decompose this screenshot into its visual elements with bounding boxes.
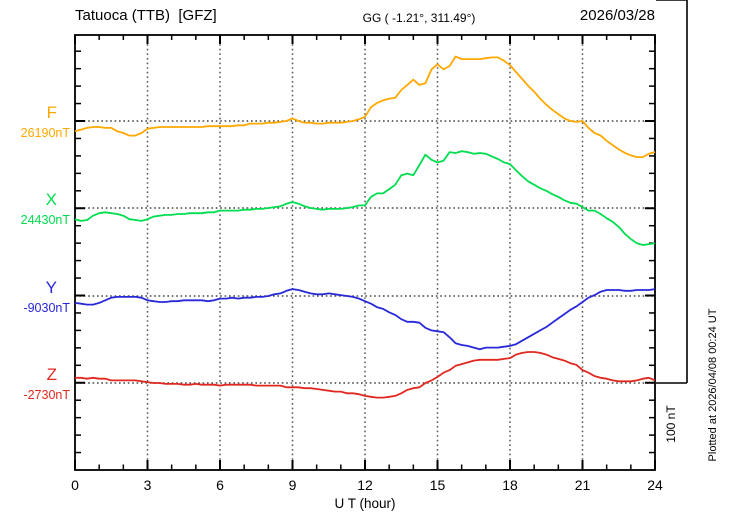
x-axis-label: U T (hour) (334, 496, 396, 511)
x-tick-label-15: 15 (429, 477, 446, 493)
series-letter-F: F (46, 103, 57, 122)
geomagnetic-coords: GG ( -1.21°, 311.49°) (362, 11, 476, 25)
series-baseline-value-Y: -9030nT (23, 301, 70, 315)
series-baseline-value-X: 24430nT (20, 213, 70, 227)
x-tick-label-9: 9 (288, 477, 297, 493)
x-tick-label-6: 6 (216, 477, 224, 493)
series-letter-Y: Y (45, 278, 57, 297)
plot-frame (74, 34, 656, 471)
x-tick-label-0: 0 (71, 477, 79, 493)
series-letter-Z: Z (46, 365, 57, 384)
trace-X (74, 150, 656, 246)
scale-bar-label: 100 nT (664, 405, 678, 443)
x-tick-label-24: 24 (647, 477, 663, 493)
trace-Z (75, 351, 656, 399)
trace-F (74, 55, 656, 159)
station-title: Tatuoca (TTB) [GFZ] (75, 7, 217, 24)
x-tick-label-18: 18 (502, 477, 518, 493)
series-baseline-value-F: 26190nT (20, 126, 70, 140)
x-tick-label-3: 3 (143, 477, 152, 493)
plot-date: 2026/03/28 (579, 7, 655, 24)
plotted-at-note: Plotted at 2026/04/08 00:24 UT (707, 308, 719, 462)
series-baseline-value-Z: -2730nT (23, 388, 70, 402)
x-tick-label-21: 21 (574, 477, 591, 493)
series-letter-X: X (45, 190, 57, 209)
x-tick-label-12: 12 (357, 477, 373, 493)
trace-Y (74, 288, 656, 351)
